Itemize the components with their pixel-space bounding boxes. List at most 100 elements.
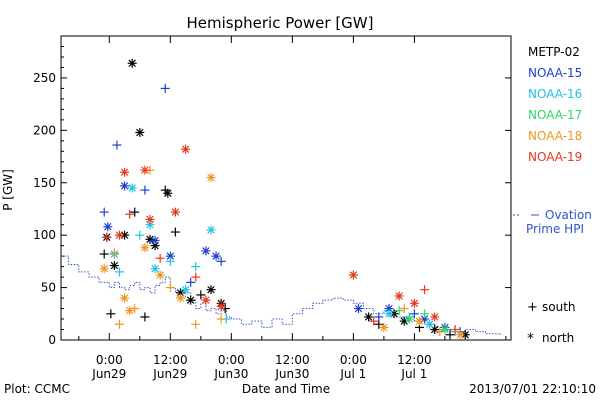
point-south [420,309,430,319]
south-label: south [542,300,576,314]
y-axis: 0 50 100 150 200 250 [33,45,511,347]
point-north [120,167,130,177]
marker-stroke [202,247,210,255]
data-points [99,58,470,340]
ovation-legend-line2: Prime HPI [526,222,584,236]
point-north [181,285,191,295]
legend-entry: METP-02 [528,45,580,59]
point-south [420,285,430,295]
point-north [127,58,137,68]
x-tick-label-date: Jul 1 [400,367,427,381]
point-north [150,264,160,274]
marker-stroke [364,313,373,321]
x-tick-label-date: Jun29 [91,367,126,381]
marker-stroke [151,236,159,245]
marker-stroke [349,271,358,279]
point-south [165,256,175,266]
point-north [109,261,119,271]
point-south [109,248,119,258]
point-south [220,304,230,314]
point-south [140,312,150,322]
point-north [155,270,165,280]
x-tick-label-time: 12:00 [153,353,188,367]
marker-stroke [212,252,220,260]
marker-stroke [425,320,434,329]
point-north [175,293,185,303]
point-south [445,330,455,340]
point-north [120,181,130,191]
marker-stroke [156,271,164,279]
marker-stroke [176,294,185,302]
marker-stroke [207,173,215,182]
x-axis: 0:00Jun2912:00Jun290:00Jun3012:00Jun300:… [78,36,507,381]
y-tick-label: 200 [33,123,56,137]
marker-stroke [431,313,439,321]
marker-stroke [120,294,129,302]
marker-stroke [141,166,149,174]
legend-entry: NOAA-19 [528,150,582,164]
marker-stroke [415,317,424,325]
point-south [394,306,404,316]
point-south [369,316,379,326]
x-tick-label-date: Jul 1 [339,367,366,381]
point-north [145,214,155,224]
plot-frame [60,35,512,341]
point-north [150,235,160,245]
marker-stroke [120,182,129,190]
marker-stroke [120,168,129,177]
marker-stroke [115,231,124,239]
marker-legend: + south * north [527,300,576,347]
point-south [170,227,180,237]
x-tick-label-time: 0:00 [340,353,367,367]
point-north [170,207,180,217]
marker-stroke [380,323,388,332]
point-south [130,207,140,217]
marker-stroke [164,189,172,197]
marker-stroke [171,208,180,216]
point-north [99,264,109,274]
x-tick-label-time: 12:00 [397,353,432,367]
point-north [140,243,150,253]
marker-stroke [128,59,136,67]
point-north [455,330,465,340]
x-tick-label-time: 0:00 [96,353,123,367]
point-south [99,249,109,259]
point-north [409,298,419,308]
point-north [216,301,226,311]
legend-entry: NOAA-17 [528,108,582,122]
marker-stroke [217,302,225,311]
point-south [135,230,145,240]
marker-stroke [136,128,144,137]
point-north [201,295,211,305]
ovation-legend: Ovation Prime HPI [513,208,592,236]
marker-stroke [385,310,393,318]
point-north [206,285,216,295]
x-axis-label: Date and Time [242,382,330,396]
marker-stroke [410,299,419,308]
point-north [211,251,221,261]
point-south [155,253,165,263]
point-north [127,183,137,193]
point-south [160,83,170,93]
point-north [206,225,216,235]
y-tick-label: 150 [33,176,56,190]
x-tick-label-date: Jun29 [152,367,187,381]
ovation-legend-line1: Ovation [545,208,592,222]
point-south [216,256,226,266]
north-label: north [542,331,574,345]
point-north [163,188,173,198]
marker-stroke [207,285,215,294]
marker-stroke [456,331,464,339]
point-south [409,309,419,319]
marker-stroke [431,325,439,334]
point-south [374,312,384,322]
point-north [384,309,394,319]
marker-stroke [146,215,154,224]
point-south [106,309,116,319]
x-tick-label-date: Jun30 [213,367,248,381]
marker-stroke [354,304,363,313]
point-north [206,173,216,183]
point-north [125,306,135,316]
legend-entry: NOAA-18 [528,129,582,143]
point-south [435,327,445,337]
